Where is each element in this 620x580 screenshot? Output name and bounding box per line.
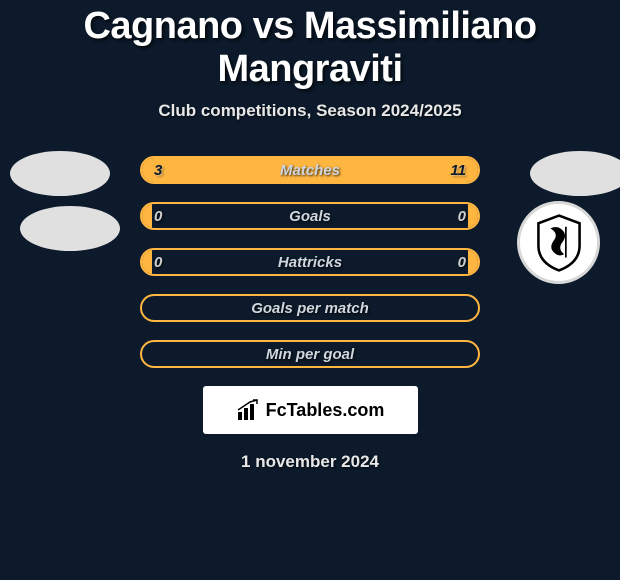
player2-club-badge: [517, 201, 600, 284]
stat-value-right: 11: [450, 162, 466, 179]
bar-fill-right: [468, 204, 478, 228]
stat-bar: 0 Hattricks 0: [140, 248, 480, 276]
stat-label: Matches: [280, 162, 340, 179]
page-title: Cagnano vs Massimiliano Mangraviti: [0, 5, 620, 91]
stat-label: Goals per match: [251, 300, 369, 317]
main-area: 3 Matches 11 0 Goals 0 0 Hattricks 0 Goals per ma…: [0, 156, 620, 472]
page-subtitle: Club competitions, Season 2024/2025: [0, 101, 620, 121]
comparison-widget: Cagnano vs Massimiliano Mangraviti Club …: [0, 0, 620, 472]
stat-bar: 3 Matches 11: [140, 156, 480, 184]
stat-bar: Min per goal: [140, 340, 480, 368]
stat-label: Hattricks: [278, 254, 342, 271]
watermark-text: FcTables.com: [266, 400, 385, 421]
watermark[interactable]: FcTables.com: [203, 386, 418, 434]
stat-label: Min per goal: [266, 346, 354, 363]
player2-club-logo-1: [530, 151, 620, 196]
bar-fill-right: [213, 158, 478, 182]
date-stamp: 1 november 2024: [0, 452, 620, 472]
bar-fill-left: [142, 250, 152, 274]
stat-value-left: 0: [154, 254, 162, 271]
player1-club-logo-2: [20, 206, 120, 251]
stat-value-left: 3: [154, 162, 162, 179]
bar-fill-left: [142, 158, 213, 182]
stat-bar: Goals per match: [140, 294, 480, 322]
stat-value-right: 0: [458, 208, 466, 225]
stat-bar: 0 Goals 0: [140, 202, 480, 230]
chart-icon: [236, 398, 260, 422]
bar-fill-right: [468, 250, 478, 274]
stat-label: Goals: [289, 208, 331, 225]
bar-fill-left: [142, 204, 152, 228]
stat-bars: 3 Matches 11 0 Goals 0 0 Hattricks 0 Goals per ma…: [140, 156, 480, 368]
stat-value-right: 0: [458, 254, 466, 271]
club-crest-icon: [529, 213, 589, 273]
player1-club-logo-1: [10, 151, 110, 196]
stat-value-left: 0: [154, 208, 162, 225]
